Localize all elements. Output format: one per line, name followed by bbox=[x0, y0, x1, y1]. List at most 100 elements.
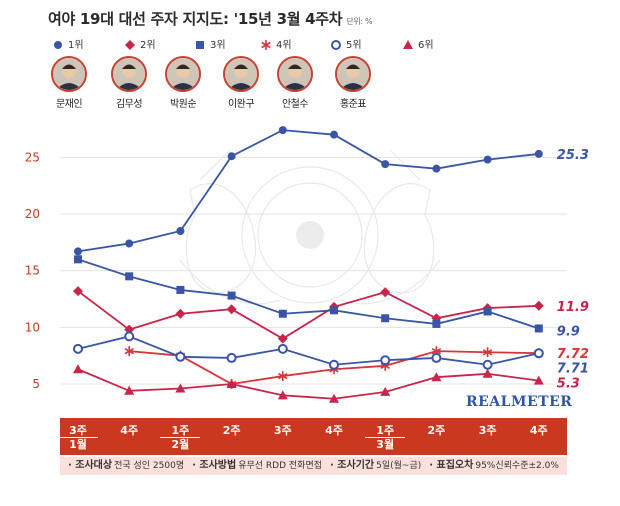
data-point bbox=[227, 291, 236, 300]
data-point bbox=[226, 379, 237, 388]
data-point bbox=[380, 287, 391, 298]
end-value-label: 7.72 bbox=[557, 347, 589, 362]
chart-series: 25.3 11.9 9.9 7.727.715.3 bbox=[73, 126, 589, 403]
data-point bbox=[534, 324, 543, 333]
candidate-card: 홍준표 bbox=[330, 56, 376, 110]
legend-item: 5위 bbox=[330, 36, 362, 51]
series-6: 5.3 bbox=[73, 364, 580, 403]
candidate-card: 김무성 bbox=[106, 56, 152, 110]
data-point bbox=[196, 41, 204, 49]
legend: 1위 2위 3위 4위 5위 6위 bbox=[52, 36, 612, 52]
data-point bbox=[125, 239, 134, 248]
y-tick-label: 15 bbox=[25, 264, 40, 278]
data-point bbox=[278, 371, 288, 382]
series-line bbox=[77, 129, 539, 253]
data-point bbox=[330, 306, 338, 315]
data-point bbox=[380, 355, 391, 366]
series-line bbox=[77, 368, 539, 400]
data-point bbox=[277, 343, 288, 354]
legend-marker-icon bbox=[196, 41, 204, 49]
series-line bbox=[77, 335, 539, 366]
end-value-label: 7.71 bbox=[557, 361, 589, 376]
series-line bbox=[77, 290, 539, 340]
legend-label: 6위 bbox=[418, 40, 434, 51]
data-point bbox=[277, 390, 288, 400]
y-tick-label: 25 bbox=[25, 150, 40, 164]
data-point bbox=[227, 152, 236, 161]
data-point bbox=[331, 40, 341, 50]
x-tick-label: 2주 bbox=[427, 424, 446, 437]
legend-item: 2위 bbox=[124, 36, 156, 51]
data-point bbox=[226, 352, 237, 363]
legend-marker-icon bbox=[125, 40, 135, 50]
data-point bbox=[73, 343, 83, 354]
candidate-name: 홍준표 bbox=[339, 99, 367, 110]
end-value-label: 25.3 bbox=[557, 148, 589, 163]
data-point bbox=[261, 40, 271, 50]
series-4: 7.72 bbox=[124, 346, 589, 389]
candidate-card: 문재인 bbox=[46, 56, 92, 110]
data-point bbox=[74, 247, 82, 256]
avatar bbox=[335, 56, 371, 92]
legend-marker-icon bbox=[331, 40, 341, 50]
x-axis-bar: 3주 1월 4주 1주 2월 2주 3주 4주 1주 3월 2주 3주 4주 bbox=[58, 418, 567, 455]
end-value-label: 9.9 bbox=[557, 324, 580, 339]
data-point bbox=[124, 331, 135, 342]
x-tick-label: 3주 bbox=[273, 424, 292, 437]
data-point bbox=[482, 359, 493, 370]
data-point bbox=[124, 385, 135, 395]
data-point bbox=[432, 319, 441, 328]
footer-item: · 조사기간 5일(월~금) bbox=[330, 460, 422, 471]
series-2: 11.9 bbox=[73, 286, 589, 344]
data-point bbox=[175, 351, 186, 362]
emblem-watermark bbox=[179, 149, 441, 305]
data-point bbox=[482, 347, 493, 358]
data-point bbox=[277, 333, 288, 344]
data-point bbox=[380, 386, 391, 396]
data-point bbox=[278, 309, 287, 318]
candidate-card: 안철수 bbox=[272, 56, 318, 110]
legend-item: 4위 bbox=[260, 36, 292, 51]
avatar bbox=[277, 56, 313, 92]
data-point bbox=[176, 285, 185, 294]
x-tick-label: 4주 bbox=[529, 424, 548, 437]
x-tick-label: 1주 3월 bbox=[365, 424, 406, 451]
data-point bbox=[431, 352, 442, 363]
x-tick-label: 4주 bbox=[325, 424, 343, 437]
y-tick-label: 20 bbox=[25, 207, 40, 221]
data-point bbox=[278, 126, 287, 135]
data-point bbox=[533, 300, 544, 311]
legend-marker-icon bbox=[261, 40, 271, 50]
footer-item: · 조사방법 유무선 RDD 전화면접 bbox=[192, 460, 323, 471]
data-point bbox=[74, 255, 82, 264]
candidate-card: 이완구 bbox=[218, 56, 264, 110]
end-value-label: 5.3 bbox=[557, 377, 580, 392]
data-point bbox=[534, 149, 543, 158]
candidate-name: 김무성 bbox=[115, 99, 143, 110]
data-point bbox=[330, 130, 338, 139]
data-point bbox=[124, 346, 134, 357]
chart-title: 여야 19대 대선 주자 지지도: '15년 3월 4주차 단위: % bbox=[48, 10, 373, 28]
chart-grid bbox=[60, 156, 567, 385]
legend-label: 4위 bbox=[276, 40, 292, 51]
data-point bbox=[175, 308, 186, 319]
y-tick-label: 10 bbox=[25, 320, 40, 334]
x-tick-label: 3주 1월 bbox=[58, 424, 98, 451]
footer-item: · 조사대상 전국 성인 2500명 bbox=[68, 460, 185, 471]
data-point bbox=[125, 272, 134, 281]
avatar bbox=[111, 56, 147, 92]
series-3: 9.9 bbox=[74, 255, 580, 339]
y-axis-ticks: 5 10 15 20 25 bbox=[25, 150, 40, 391]
legend-item: 1위 bbox=[52, 36, 84, 51]
x-tick-label: 2주 bbox=[222, 424, 241, 437]
data-point bbox=[403, 40, 413, 49]
data-point bbox=[381, 314, 390, 323]
avatar bbox=[223, 56, 259, 92]
data-point bbox=[483, 307, 492, 316]
data-point bbox=[175, 383, 186, 393]
legend-label: 3위 bbox=[210, 40, 226, 51]
data-point bbox=[329, 393, 339, 403]
data-point bbox=[329, 359, 339, 370]
footer-item: · 표집오차 95%신뢰수준±2.0% bbox=[429, 460, 559, 471]
